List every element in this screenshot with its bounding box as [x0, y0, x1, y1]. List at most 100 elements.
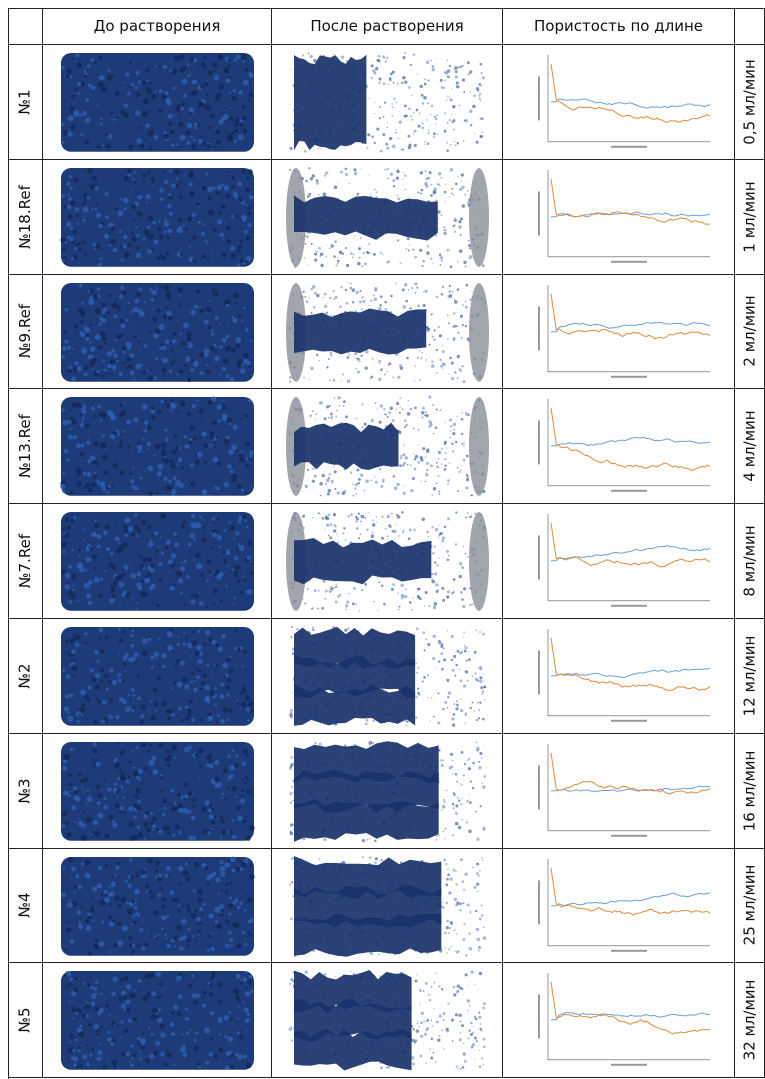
texture — [361, 308, 363, 310]
texture — [183, 224, 185, 226]
axis-caption — [611, 261, 647, 263]
texture — [474, 133, 475, 134]
texture — [162, 897, 166, 901]
texture — [98, 322, 101, 325]
texture — [122, 290, 126, 294]
texture — [100, 573, 102, 575]
texture — [462, 567, 464, 569]
sample-label: №3 — [16, 778, 34, 803]
texture — [155, 861, 160, 866]
texture — [174, 169, 179, 174]
texture — [89, 341, 91, 343]
texture — [161, 256, 166, 261]
texture — [82, 703, 85, 706]
texture — [175, 107, 180, 112]
texture — [421, 357, 423, 359]
texture — [384, 300, 387, 303]
texture — [452, 291, 453, 292]
texture — [80, 320, 83, 323]
texture — [233, 425, 239, 431]
texture — [394, 857, 395, 858]
texture — [226, 658, 231, 663]
texture — [392, 145, 396, 149]
picture — [272, 275, 503, 390]
texture — [173, 548, 175, 550]
texture — [365, 722, 368, 725]
texture — [290, 917, 293, 920]
texture — [125, 534, 128, 537]
texture — [404, 456, 407, 459]
texture — [416, 627, 419, 630]
texture — [229, 830, 233, 834]
texture — [463, 459, 466, 462]
texture — [179, 883, 181, 885]
texture — [218, 647, 223, 652]
texture — [68, 214, 73, 219]
texture — [378, 362, 379, 363]
texture — [164, 221, 170, 227]
texture — [162, 653, 167, 658]
texture — [444, 469, 447, 472]
texture — [161, 357, 163, 359]
texture — [456, 933, 458, 935]
texture — [190, 73, 192, 75]
texture — [133, 694, 136, 697]
texture — [305, 180, 307, 182]
texture — [480, 136, 481, 137]
texture — [198, 220, 201, 223]
texture — [183, 142, 185, 144]
texture — [92, 702, 94, 704]
texture — [144, 421, 148, 425]
texture — [166, 310, 172, 316]
texture — [367, 251, 370, 254]
texture — [242, 58, 244, 60]
texture — [184, 684, 190, 690]
texture — [316, 182, 319, 185]
texture — [448, 948, 450, 950]
texture — [182, 1034, 184, 1036]
texture — [66, 222, 71, 227]
texture — [67, 712, 70, 715]
texture — [166, 540, 171, 545]
texture — [360, 521, 362, 523]
texture — [415, 716, 418, 719]
sample-label: №13.Ref — [16, 414, 34, 478]
texture — [122, 925, 128, 931]
texture — [318, 512, 320, 514]
texture — [131, 189, 133, 191]
texture — [479, 752, 482, 755]
header-cell: После растворения — [272, 8, 503, 45]
texture — [72, 421, 77, 426]
texture — [89, 976, 91, 978]
texture — [118, 444, 122, 448]
texture — [107, 787, 111, 791]
texture — [302, 515, 305, 518]
texture — [381, 859, 383, 861]
texture — [139, 1047, 141, 1049]
texture — [229, 655, 231, 657]
texture — [94, 650, 99, 655]
texture — [460, 591, 463, 594]
texture — [71, 866, 76, 871]
texture — [77, 600, 79, 602]
texture — [461, 370, 462, 371]
texture — [169, 211, 173, 215]
texture — [393, 476, 395, 478]
texture — [326, 302, 327, 303]
texture — [461, 412, 463, 414]
texture — [458, 471, 460, 473]
table-figure: До растворенияПосле растворенияПористост… — [0, 0, 765, 1079]
texture — [75, 634, 80, 639]
texture — [314, 475, 315, 476]
texture — [242, 687, 245, 690]
texture — [234, 629, 237, 632]
texture — [142, 920, 144, 922]
texture — [120, 197, 122, 199]
texture — [63, 329, 67, 333]
texture — [136, 246, 140, 250]
texture — [144, 229, 149, 234]
texture — [82, 219, 85, 222]
texture — [185, 228, 188, 231]
texture — [468, 414, 470, 416]
texture — [69, 634, 71, 636]
